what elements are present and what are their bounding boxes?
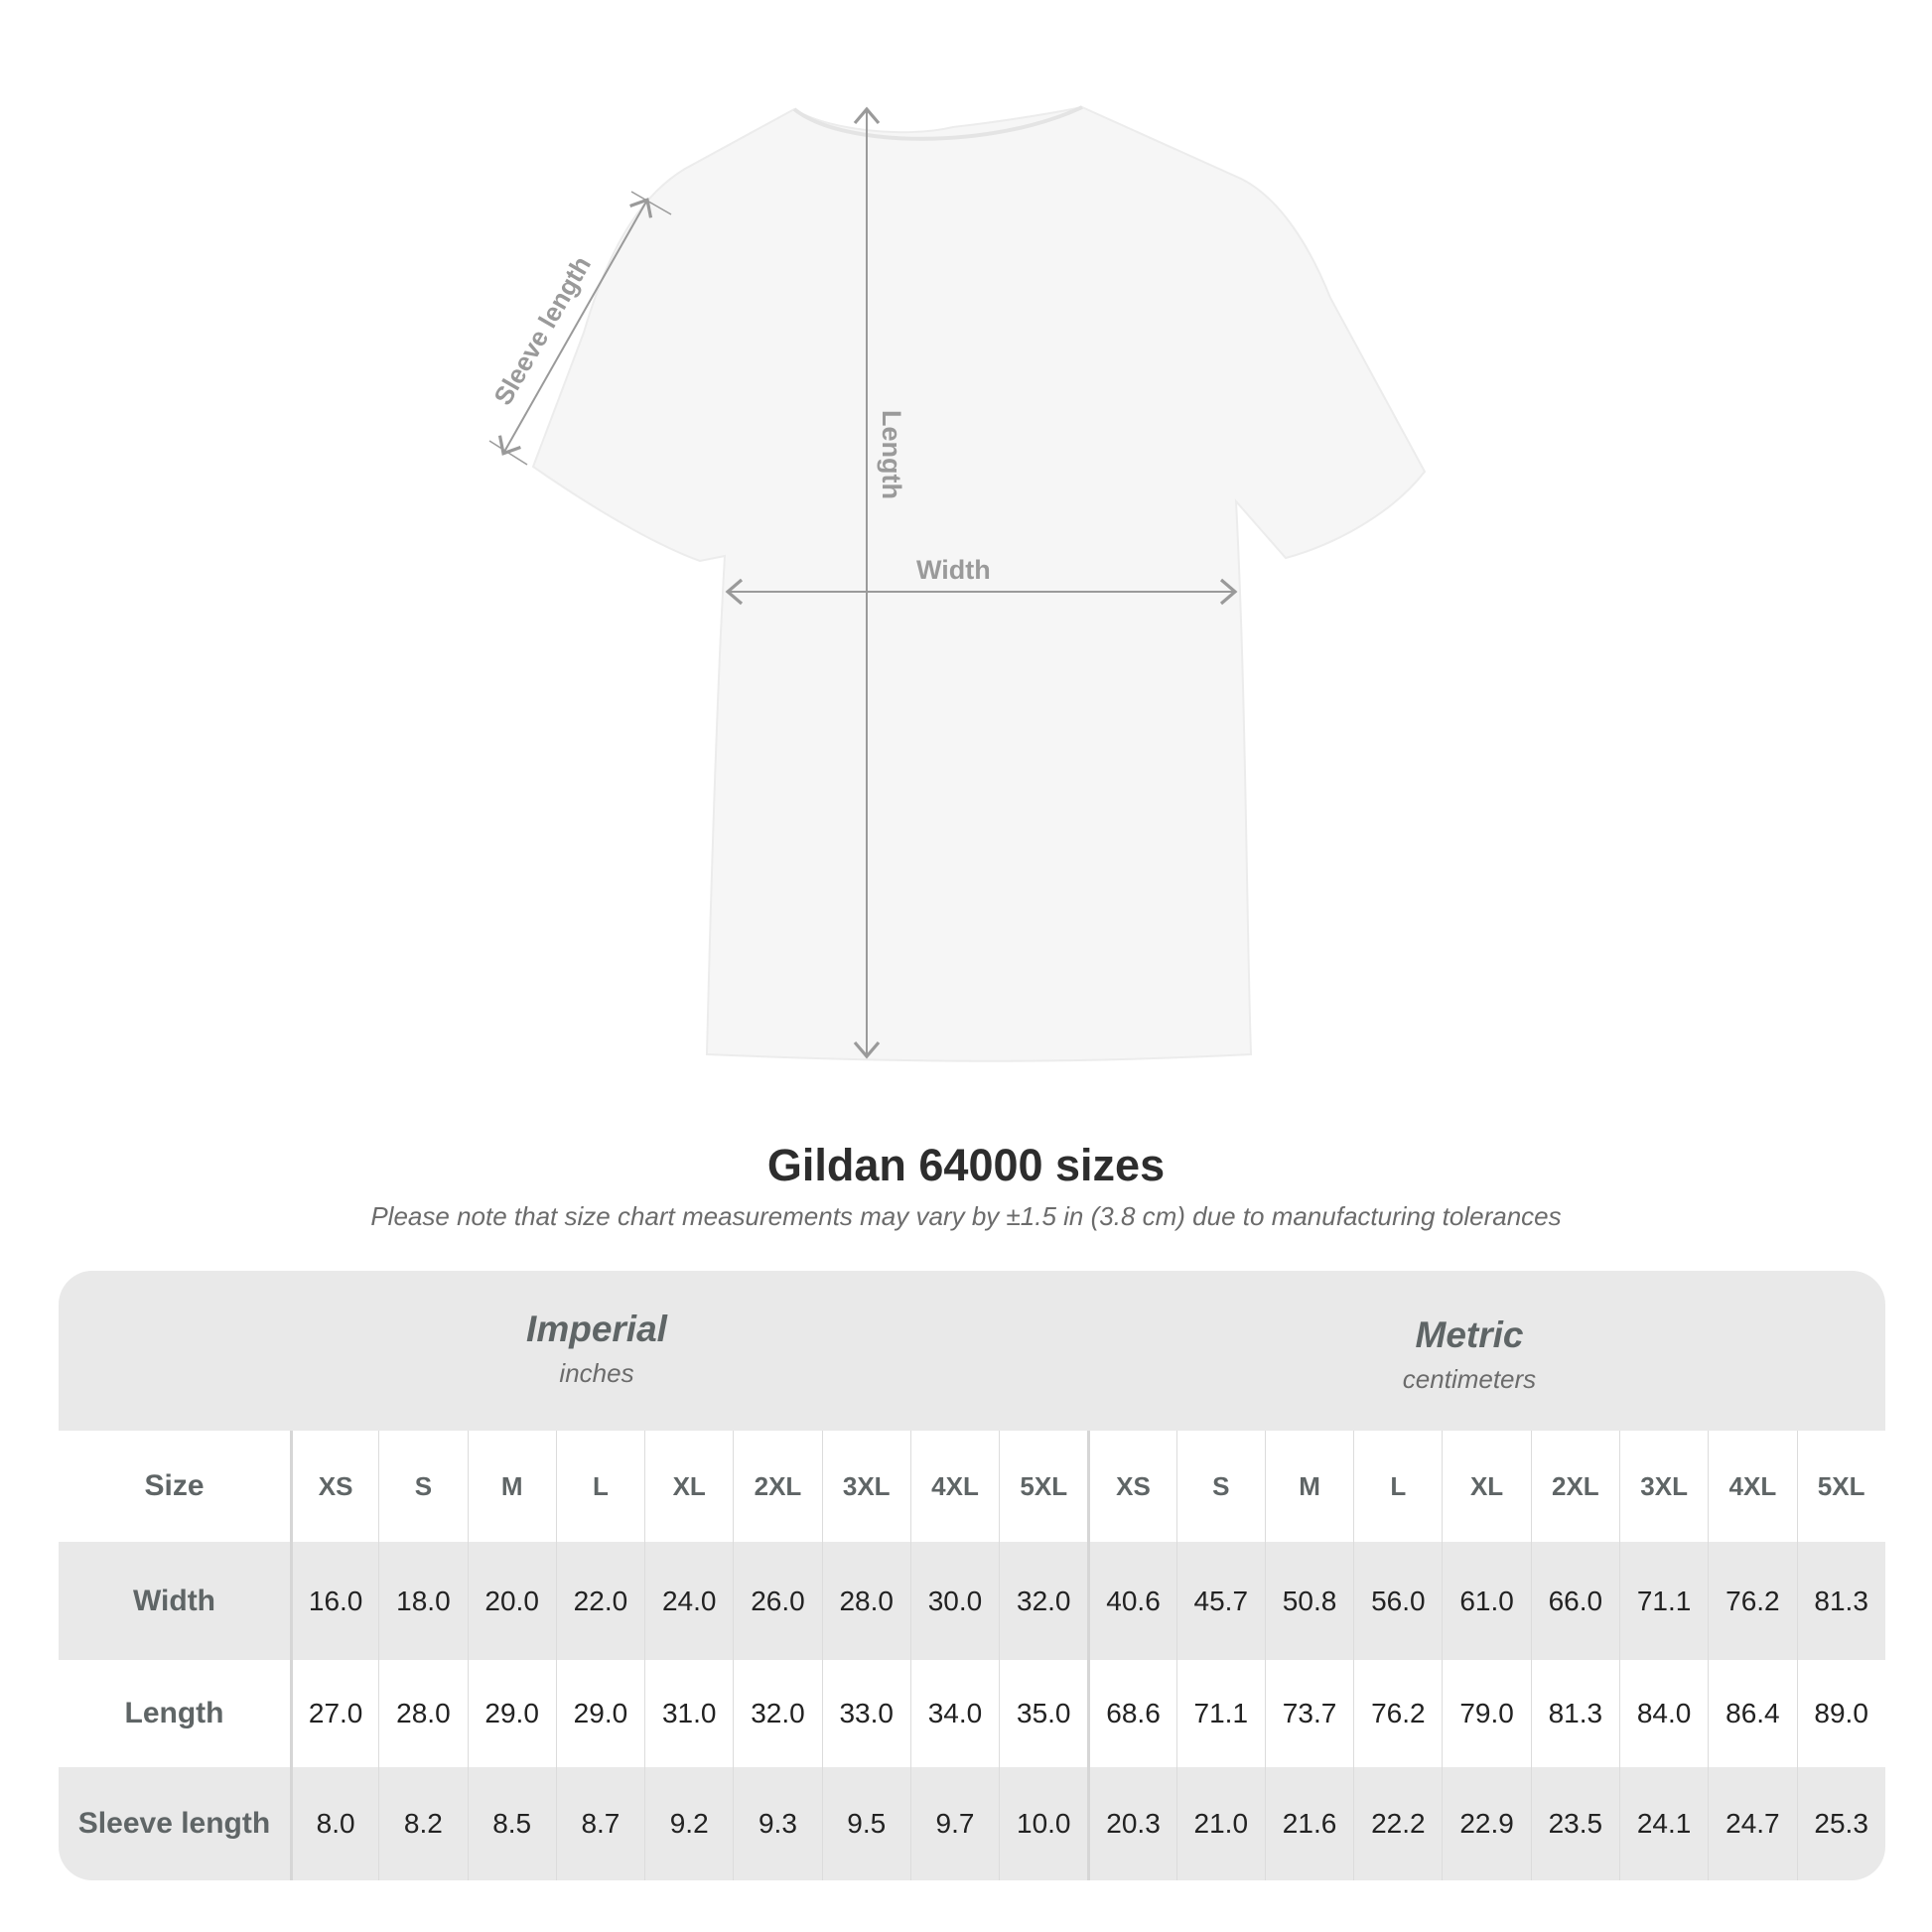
size-header-cell: 4XL <box>909 1431 999 1542</box>
size-header-cell: XL <box>1442 1431 1530 1542</box>
size-header-cell: 3XL <box>1618 1431 1708 1542</box>
value-cell: 18.0 <box>378 1542 467 1660</box>
value-cell: 50.8 <box>1264 1542 1353 1660</box>
length-label: Length <box>877 410 906 499</box>
value-cell: 76.2 <box>1708 1542 1796 1660</box>
value-cell: 24.1 <box>1618 1767 1708 1880</box>
size-header-cell: 4XL <box>1708 1431 1796 1542</box>
row-label: Length <box>124 1697 224 1729</box>
value-cell: 66.0 <box>1530 1542 1619 1660</box>
table-row: Sleeve length 8.0 8.2 8.5 8.7 9.2 9.3 9.5 9.7 10.… <box>59 1767 1885 1880</box>
value-cell: 24.0 <box>644 1542 733 1660</box>
value-cell: 68.6 <box>1087 1660 1175 1767</box>
size-header-cell: 2XL <box>1530 1431 1619 1542</box>
size-header-cell: 3XL <box>821 1431 910 1542</box>
value-cell: 24.7 <box>1708 1767 1796 1880</box>
value-cell: 40.6 <box>1087 1542 1175 1660</box>
size-header-cell: 5XL <box>999 1431 1087 1542</box>
value-cell: 21.0 <box>1175 1767 1265 1880</box>
value-cell: 32.0 <box>999 1542 1087 1660</box>
value-cell: 8.0 <box>290 1767 378 1880</box>
value-cell: 81.3 <box>1530 1660 1619 1767</box>
value-cell: 61.0 <box>1442 1542 1530 1660</box>
size-header-cell: XS <box>290 1431 378 1542</box>
value-cell: 28.0 <box>821 1542 910 1660</box>
value-cell: 16.0 <box>290 1542 378 1660</box>
size-header-cell: L <box>1353 1431 1442 1542</box>
value-cell: 32.0 <box>733 1660 821 1767</box>
chart-title: Gildan 64000 sizes <box>766 1140 1166 1190</box>
row-label: Width <box>132 1584 216 1617</box>
metric-header: Metric centimeters <box>1023 1271 1885 1431</box>
value-cell: 73.7 <box>1264 1660 1353 1767</box>
imperial-unit: inches <box>559 1358 634 1388</box>
value-cell: 71.1 <box>1175 1660 1265 1767</box>
value-cell: 22.2 <box>1353 1767 1442 1880</box>
value-cell: 28.0 <box>378 1660 467 1767</box>
value-cell: 23.5 <box>1530 1767 1619 1880</box>
value-cell: 29.0 <box>555 1660 644 1767</box>
value-cell: 30.0 <box>909 1542 999 1660</box>
size-header-cell: 5XL <box>1796 1431 1885 1542</box>
value-cell: 9.7 <box>909 1767 999 1880</box>
size-header-cell: M <box>467 1431 556 1542</box>
value-cell: 89.0 <box>1796 1660 1885 1767</box>
table-row: Width 16.0 18.0 20.0 22.0 24.0 26.0 28.0 30.0 32.… <box>59 1542 1885 1660</box>
value-cell: 81.3 <box>1796 1542 1885 1660</box>
size-header-cell: M <box>1264 1431 1353 1542</box>
width-label: Width <box>916 555 991 585</box>
value-cell: 21.6 <box>1264 1767 1353 1880</box>
value-cell: 22.9 <box>1442 1767 1530 1880</box>
value-cell: 34.0 <box>909 1660 999 1767</box>
size-header-cell: 2XL <box>733 1431 821 1542</box>
tshirt-diagram: Sleeve length Length Width <box>487 105 1427 1062</box>
value-cell: 79.0 <box>1442 1660 1530 1767</box>
value-cell: 20.0 <box>467 1542 556 1660</box>
value-cell: 9.5 <box>821 1767 910 1880</box>
value-cell: 29.0 <box>467 1660 556 1767</box>
size-table: Imperial inches Metric centimeters Size X… <box>59 1271 1885 1880</box>
sleeve-arrow <box>497 198 653 456</box>
value-cell: 20.3 <box>1087 1767 1175 1880</box>
value-cell: 10.0 <box>999 1767 1087 1880</box>
value-cell: 45.7 <box>1175 1542 1265 1660</box>
size-header-cell: XS <box>1087 1431 1175 1542</box>
size-header-cell: XL <box>644 1431 733 1542</box>
imperial-header: Imperial inches <box>150 1271 1043 1431</box>
value-cell: 56.0 <box>1353 1542 1442 1660</box>
value-cell: 22.0 <box>555 1542 644 1660</box>
size-header-cell: S <box>378 1431 467 1542</box>
value-cell: 84.0 <box>1618 1660 1708 1767</box>
value-cell: 8.2 <box>378 1767 467 1880</box>
value-cell: 27.0 <box>290 1660 378 1767</box>
tolerance-note: Please note that size chart measurements… <box>370 1201 1562 1231</box>
value-cell: 9.3 <box>733 1767 821 1880</box>
value-cell: 8.5 <box>467 1767 556 1880</box>
value-cell: 76.2 <box>1353 1660 1442 1767</box>
table-row: Length 27.0 28.0 29.0 29.0 31.0 32.0 33.0 34.0 35… <box>59 1660 1885 1767</box>
value-cell: 25.3 <box>1796 1767 1885 1880</box>
size-header-cell: L <box>555 1431 644 1542</box>
metric-unit: centimeters <box>1402 1364 1537 1394</box>
size-header-row: Size XS S M L XL 2XL 3XL 4XL 5XL XS S M L XL 2XL 3XL 4XL 5… <box>59 1431 1885 1542</box>
value-cell: 31.0 <box>644 1660 733 1767</box>
row-label: Size <box>144 1469 205 1502</box>
metric-title: Metric <box>1415 1314 1524 1355</box>
value-cell: 35.0 <box>999 1660 1087 1767</box>
value-cell: 8.7 <box>555 1767 644 1880</box>
value-cell: 26.0 <box>733 1542 821 1660</box>
value-cell: 71.1 <box>1618 1542 1708 1660</box>
value-cell: 86.4 <box>1708 1660 1796 1767</box>
value-cell: 33.0 <box>821 1660 910 1767</box>
size-header-cell: S <box>1175 1431 1265 1542</box>
row-label: Sleeve length <box>77 1807 271 1840</box>
imperial-title: Imperial <box>526 1309 667 1349</box>
value-cell: 9.2 <box>644 1767 733 1880</box>
